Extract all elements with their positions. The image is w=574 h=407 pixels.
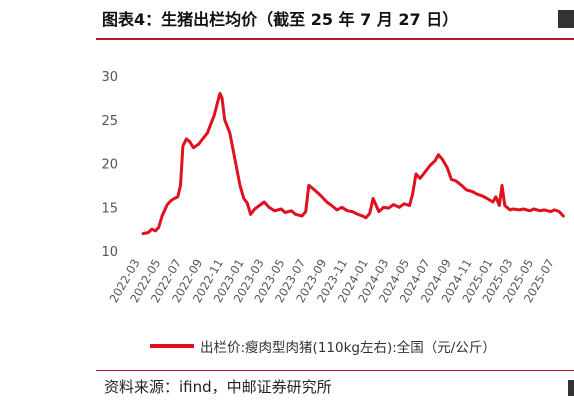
chart-legend: 出栏价:瘦肉型肉猪(110kg左右):全国（元/公斤） [150,336,496,356]
chart-title: 图表4：生猪出栏均价（截至 25 年 7 月 27 日） [102,10,459,29]
series-line [141,92,565,235]
page-edge-mark-bottom [568,380,574,396]
y-tick-label: 30 [101,70,118,85]
y-tick-label: 20 [101,158,118,173]
title-rule [96,38,574,40]
plot-area [141,92,565,235]
y-axis: 10 15 20 25 30 [101,70,118,260]
x-axis: 2022-032022-052022-072022-092022-112023-… [106,257,557,306]
y-tick-label: 25 [101,114,118,129]
y-tick-label: 15 [101,201,118,216]
price-line-chart: 10 15 20 25 30 2022-032022-052022-072022-092… [101,70,565,306]
source-rule [96,370,574,371]
source-note: 资料来源：ifind，中邮证券研究所 [104,378,332,396]
y-tick-label: 10 [101,245,118,260]
legend-label: 出栏价:瘦肉型肉猪(110kg左右):全国（元/公斤） [200,340,496,356]
legend-swatch [150,344,194,348]
page-edge-mark-top [558,10,574,28]
